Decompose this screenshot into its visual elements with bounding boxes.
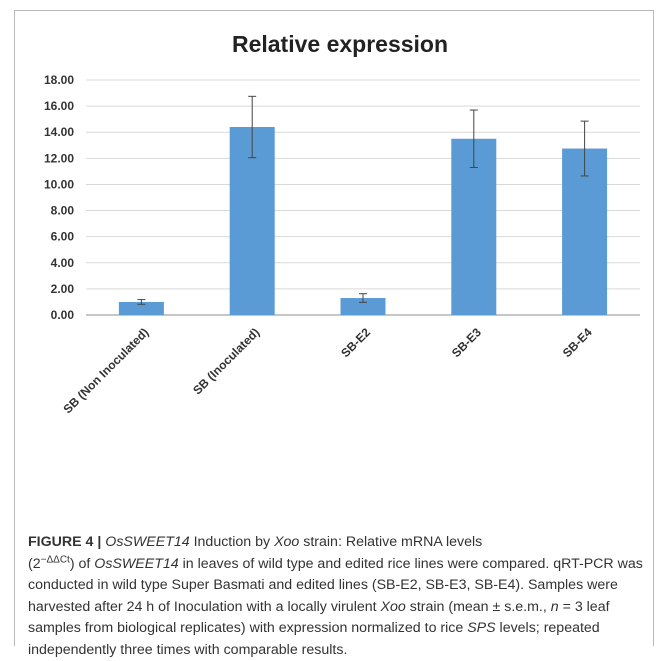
caption-text-3: (2 <box>28 555 41 572</box>
y-axis-ticks: 0.00 2.00 4.00 6.00 8.00 10.00 12.00 14.00 16.00… <box>44 73 74 322</box>
bar-chart: Relative expression 0.00 2.00 4.00 6.00 8.00… <box>44 31 640 416</box>
y-tick-label: 18.00 <box>44 73 74 87</box>
caption-text-1: Induction by <box>189 534 275 550</box>
x-tick-label: SB (Inoculated) <box>190 325 262 397</box>
y-tick-label: 6.00 <box>51 230 75 244</box>
gridlines <box>86 79 640 316</box>
error-bar <box>359 293 367 303</box>
error-bars <box>137 95 589 305</box>
caption-text-6: strain (mean ± s.e.m., <box>405 598 551 615</box>
bar <box>451 138 497 315</box>
caption-n: n <box>550 598 559 615</box>
caption-text-2: strain: Relative mRNA levels <box>299 534 483 550</box>
caption-strain-2: Xoo <box>380 598 406 615</box>
bars <box>118 127 608 315</box>
caption-gene: OsSWEET14 <box>105 534 190 550</box>
figure-frame <box>14 10 654 646</box>
error-bar <box>580 120 589 177</box>
caption-label: FIGURE 4 | <box>28 534 102 550</box>
y-tick-label: 12.00 <box>44 151 74 165</box>
y-tick-label: 4.00 <box>51 256 75 270</box>
x-tick-label: SB-E4 <box>560 325 595 360</box>
y-tick-label: 8.00 <box>51 204 75 218</box>
caption-gene-2: OsSWEET14 <box>94 555 179 572</box>
error-bar <box>137 299 146 305</box>
x-tick-label: SB-E3 <box>449 325 484 360</box>
y-tick-label: 0.00 <box>51 308 75 322</box>
caption-strain: Xoo <box>274 534 300 550</box>
x-axis-labels: SB (Non Inoculated) SB (Inoculated) SB-E2 S… <box>61 325 595 416</box>
error-bar <box>248 95 257 159</box>
y-tick-label: 2.00 <box>51 282 75 296</box>
chart-title: Relative expression <box>232 31 448 57</box>
x-tick-label: SB (Non Inoculated) <box>61 325 152 416</box>
caption-text-7: = 3 leaf samples from biological replica… <box>28 598 610 637</box>
x-tick-label: SB-E2 <box>338 325 373 360</box>
bar <box>229 127 275 315</box>
caption-superscript: −ΔΔCt <box>40 553 70 565</box>
y-tick-label: 14.00 <box>44 125 74 139</box>
figure-caption: FIGURE 4 | OsSWEET14 Induction by Xoo st… <box>28 532 648 661</box>
caption-sps: SPS <box>467 620 496 636</box>
bar <box>340 298 386 315</box>
y-tick-label: 10.00 <box>44 177 74 191</box>
error-bar <box>469 109 478 168</box>
bar <box>118 301 164 315</box>
y-tick-label: 16.00 <box>44 99 74 113</box>
caption-text-4: ) of <box>69 555 95 572</box>
caption-text-5: in leaves of wild type and edited rice l… <box>28 555 643 615</box>
